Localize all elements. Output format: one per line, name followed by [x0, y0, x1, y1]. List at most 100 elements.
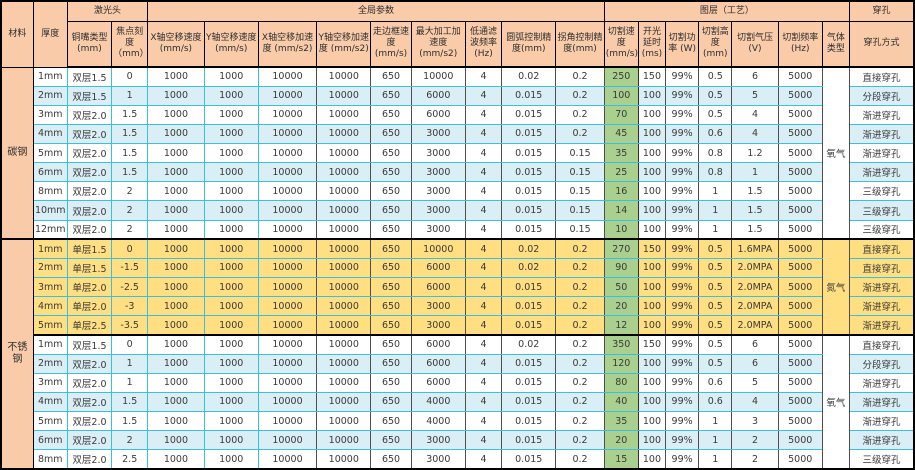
value-cell: 1000 — [203, 411, 259, 432]
value-cell: 650 — [370, 372, 412, 393]
value-cell: 5000 — [777, 66, 823, 87]
value-cell: 1000 — [203, 391, 259, 413]
value-cell: 100 — [637, 123, 667, 145]
value-cell: 0.2 — [555, 257, 605, 279]
value-cell: 4 — [464, 104, 503, 125]
value-cell: 0.15 — [555, 219, 605, 240]
value-cell: 1000 — [203, 85, 259, 106]
value-cell: 650 — [370, 277, 412, 298]
value-cell: 1.5 — [111, 391, 149, 413]
value-cell: 150 — [637, 66, 667, 87]
value-cell: 0.2 — [555, 372, 605, 393]
value-cell: 3000 — [410, 315, 466, 336]
column-header: Y轴空移速度(mm/s) — [203, 20, 259, 68]
value-cell: 5000 — [777, 123, 823, 145]
value-cell: 100 — [637, 411, 667, 432]
value-cell: 99% — [665, 333, 700, 355]
column-header: 走边框速度 (mm/s) — [370, 20, 412, 68]
pierce-method-cell: 渐进穿孔 — [849, 391, 915, 413]
value-cell: 10000 — [257, 296, 318, 317]
pierce-method-cell: 渐进穿孔 — [849, 104, 915, 125]
value-cell: 90 — [603, 257, 639, 279]
value-cell: 3000 — [410, 219, 466, 240]
value-cell: 16 — [603, 181, 639, 202]
value-cell: 0.2 — [555, 353, 605, 374]
table-row: 不锈钢 1mm 单层1.5 0 1000 1000 10000 10000 650 10000 4 0… — [0, 238, 915, 470]
value-cell: 100 — [637, 430, 667, 451]
value-cell: 10000 — [257, 219, 318, 240]
table-row: 3mm 单层2.0 -2.5 1000 1000 10000 10000 650 6000 4 0.… — [1, 277, 915, 298]
thickness-cell: 3mm — [32, 372, 68, 393]
column-header: 拐角控制精度(mm) — [555, 20, 605, 68]
value-cell: 0.8 — [698, 143, 733, 164]
value-cell: 650 — [370, 391, 412, 413]
value-cell: 2 — [731, 430, 779, 451]
value-cell: 1000 — [147, 257, 205, 279]
value-cell: 35 — [603, 143, 639, 164]
thickness-cell: 5mm — [32, 315, 68, 336]
value-cell: 10000 — [316, 391, 372, 413]
thickness-cell: 5mm — [32, 143, 68, 164]
column-header: 切割气压 (V) — [731, 20, 779, 68]
column-header: 开光延时(ms) — [637, 20, 667, 68]
material-column-header: 材料 — [0, 0, 34, 68]
table-row: 10mm 双层2.0 2 1000 1000 10000 10000 650 3000 4 0.01… — [1, 200, 915, 221]
table-row: 8mm 双层2.0 2.5 1000 1000 10000 10000 650 3000 4 0.0… — [1, 449, 915, 470]
value-cell: 1000 — [147, 430, 205, 451]
value-cell: 10000 — [257, 162, 318, 183]
value-cell: 4 — [464, 219, 503, 240]
table-row: 6mm 双层2.0 2 1000 1000 10000 10000 650 3000 4 0.015… — [1, 430, 915, 451]
value-cell: 10000 — [316, 411, 372, 432]
value-cell: 10000 — [316, 257, 372, 279]
pierce-method-cell: 直接穿孔 — [849, 238, 915, 259]
value-cell: 4000 — [410, 391, 466, 413]
value-cell: 650 — [370, 181, 412, 202]
header-row-columns: 铜嘴类型 (mm) 焦点刻度（mm） X轴空移速度(mm/s) Y轴空移速度(mm/s… — [1, 20, 915, 68]
value-cell: 1000 — [203, 143, 259, 164]
value-cell: 99% — [665, 257, 700, 279]
value-cell: 35 — [603, 411, 639, 432]
value-cell: 99% — [665, 181, 700, 202]
value-cell: 0.015 — [501, 411, 557, 432]
thickness-cell: 2mm — [32, 85, 68, 106]
value-cell: 1000 — [203, 123, 259, 145]
value-cell: 单层1.5 — [66, 257, 113, 279]
value-cell: 10000 — [257, 449, 318, 470]
material-cell: 碳钢 — [0, 66, 34, 240]
value-cell: 1000 — [203, 353, 259, 374]
value-cell: 1.5 — [111, 143, 149, 164]
value-cell: 10000 — [257, 353, 318, 374]
value-cell: 3000 — [410, 123, 466, 145]
value-cell: 1000 — [147, 315, 205, 336]
material-cell: 不锈钢 — [0, 238, 34, 470]
value-cell: 40 — [603, 391, 639, 413]
table-row: 4mm 单层2.0 -3 1000 1000 10000 10000 650 3000 4 0.01… — [1, 296, 915, 317]
value-cell: 1000 — [147, 85, 205, 106]
value-cell: 10000 — [316, 66, 372, 87]
value-cell: 1000 — [147, 296, 205, 317]
value-cell: 4000 — [410, 411, 466, 432]
value-cell: 5000 — [777, 449, 823, 470]
value-cell: 5000 — [777, 430, 823, 451]
pierce-method-cell: 渐进穿孔 — [849, 430, 915, 451]
value-cell: 99% — [665, 315, 700, 336]
value-cell: 4 — [464, 277, 503, 298]
value-cell: 0.15 — [555, 143, 605, 164]
value-cell: 双层1.5 — [66, 333, 113, 355]
value-cell: 10000 — [257, 66, 318, 87]
thickness-cell: 8mm — [32, 449, 68, 470]
value-cell: 0.5 — [698, 277, 733, 298]
value-cell: 4 — [731, 104, 779, 125]
value-cell: 10000 — [257, 372, 318, 393]
value-cell: 1000 — [147, 143, 205, 164]
value-cell: 1000 — [147, 333, 205, 355]
value-cell: 99% — [665, 66, 700, 87]
table-row: 6mm 双层2.0 1.5 1000 1000 10000 10000 650 3000 4 0.0… — [1, 162, 915, 183]
value-cell: 5000 — [777, 238, 823, 259]
value-cell: 1 — [698, 411, 733, 432]
value-cell: 650 — [370, 104, 412, 125]
value-cell: 1 — [698, 449, 733, 470]
table-row: 2mm 单层1.5 -1.5 1000 1000 10000 10000 650 6000 4 0.… — [1, 257, 915, 279]
section-header: 全局参数 — [147, 0, 605, 22]
